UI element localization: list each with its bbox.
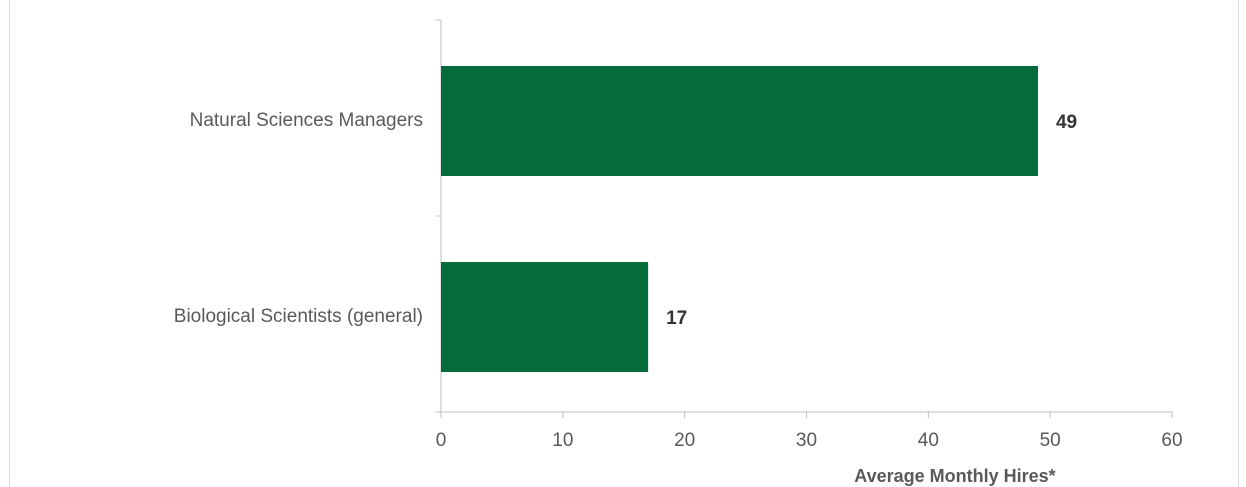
x-tick-label: 60	[1161, 430, 1182, 451]
x-tick-label: 50	[1040, 430, 1061, 451]
x-axis-label: Average Monthly Hires*	[854, 466, 1055, 486]
y-tick-label: Biological Scientists (general)	[174, 306, 423, 327]
x-tick-label: 0	[436, 430, 447, 451]
x-tick-label: 20	[674, 430, 695, 451]
x-tick-label: 30	[796, 430, 817, 451]
value-label: 49	[1056, 112, 1077, 133]
x-tick-label: 10	[552, 430, 573, 451]
bar	[441, 262, 649, 372]
x-tick-label: 40	[918, 430, 939, 451]
chart-border	[9, 0, 1239, 487]
bar	[441, 66, 1038, 176]
y-tick-label: Natural Sciences Managers	[190, 110, 423, 131]
value-label: 17	[666, 308, 687, 329]
